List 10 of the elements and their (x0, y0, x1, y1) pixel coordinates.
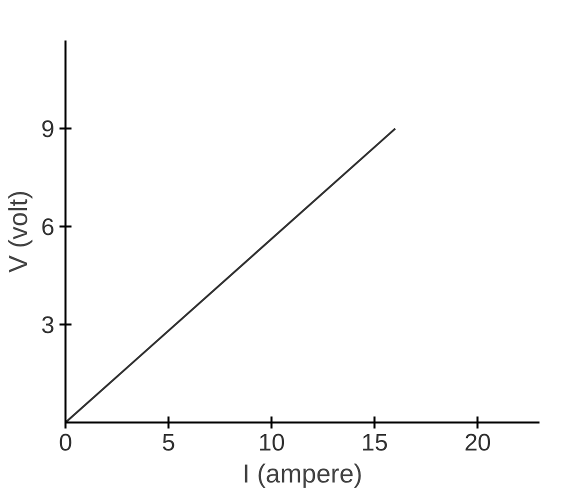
x-tick-label: 0 (58, 430, 72, 456)
y-tick-label: 9 (41, 116, 55, 144)
x-axis-title: I (ampere) (242, 458, 362, 488)
x-tick-label: 10 (258, 430, 285, 456)
y-tick-label: 6 (41, 214, 55, 242)
y-axis-title: V (volt) (3, 190, 34, 273)
x-tick-label: 5 (162, 430, 176, 456)
y-tick-label: 3 (41, 312, 55, 340)
x-tick-label: 15 (361, 430, 388, 456)
x-tick-label: 20 (464, 430, 492, 456)
